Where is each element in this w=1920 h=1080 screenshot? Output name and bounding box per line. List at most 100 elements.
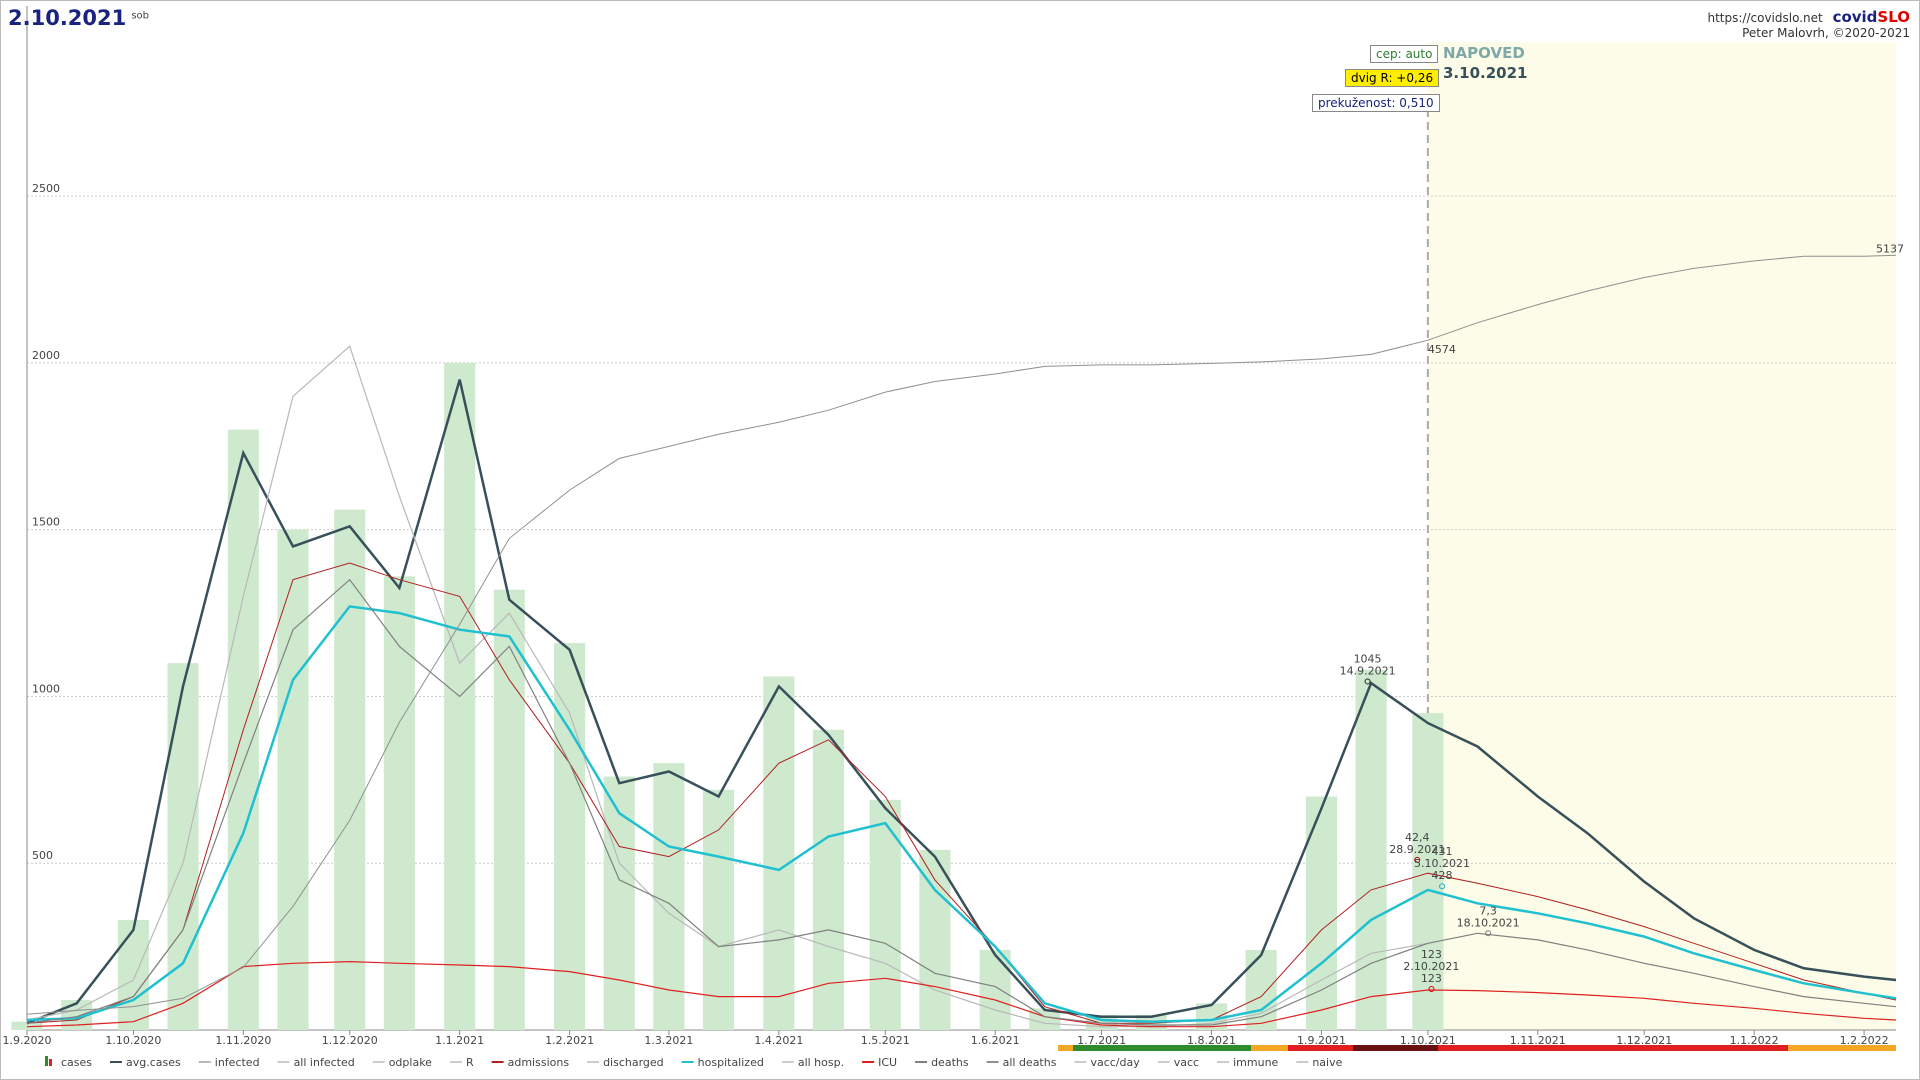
legend-item: vacc/day: [1074, 1056, 1140, 1069]
cep-box: cep: auto: [1370, 45, 1439, 63]
legend-item: ICU: [862, 1056, 897, 1069]
legend-label: all hosp.: [798, 1056, 844, 1069]
y-tick-label: 2000: [32, 349, 60, 362]
legend-label: all deaths: [1003, 1056, 1057, 1069]
url: https://covidslo.net: [1707, 11, 1823, 25]
legend-item: vacc: [1157, 1056, 1199, 1069]
bar: [227, 429, 259, 1030]
legend-label: hospitalized: [698, 1056, 764, 1069]
series-line: [26, 578, 1897, 1026]
brand: covid: [1832, 8, 1878, 26]
author: Peter Malovrh, ©2020-2021: [1742, 26, 1910, 40]
annotation-point: [1428, 985, 1435, 992]
x-tick-label: 1.1.2022: [1730, 1034, 1779, 1047]
y-tick-label: 1000: [32, 682, 60, 695]
status-strip: [1058, 1045, 1896, 1051]
legend-label: cases: [61, 1056, 92, 1069]
annotation-text: 5.10.2021: [1414, 857, 1470, 870]
bar: [763, 676, 795, 1030]
series-line: [26, 562, 1897, 1024]
bar: [1245, 949, 1277, 1030]
legend: cases avg.cases infected all infected odplak…: [45, 1056, 1343, 1069]
legend-swatch: [45, 1056, 48, 1066]
series-line: [26, 960, 1897, 1028]
dvig-box: dvig R: +0,26: [1345, 69, 1440, 87]
x-tick-label: 1.7.2021: [1077, 1034, 1126, 1047]
legend-label: admissions: [508, 1056, 570, 1069]
bar: [1086, 1014, 1118, 1030]
legend-item: admissions: [491, 1056, 570, 1069]
legend-item: odplake: [372, 1056, 432, 1069]
legend-item: all deaths: [986, 1056, 1057, 1069]
napoved-date: 3.10.2021: [1443, 64, 1528, 82]
bar: [603, 776, 635, 1030]
legend-item: discharged: [587, 1056, 664, 1069]
y-tick-label: 2500: [32, 182, 60, 195]
annotation-text: 1045: [1354, 652, 1382, 665]
bar: [919, 849, 951, 1030]
x-tick-label: 1.10.2021: [1400, 1034, 1456, 1047]
bar: [1355, 669, 1387, 1030]
legend-swatch: [49, 1059, 52, 1066]
bar: [1412, 713, 1444, 1030]
x-tick-label: 1.4.2021: [754, 1034, 803, 1047]
credits: https://covidslo.net covidSLO Peter Malo…: [1708, 8, 1911, 40]
data-label: 5137: [1876, 242, 1904, 255]
weekday: sob: [131, 10, 150, 22]
series-line: [26, 379, 1897, 1025]
x-tick-label: 1.5.2021: [861, 1034, 910, 1047]
bar: [117, 919, 149, 1030]
y-tick-label: 0: [32, 1016, 39, 1029]
legend-label: odplake: [389, 1056, 432, 1069]
bar: [1029, 1008, 1061, 1030]
legend-label: infected: [215, 1056, 260, 1069]
legend-item: infected: [198, 1056, 260, 1069]
annotation-text: 428: [1432, 869, 1453, 882]
legend-item: cases: [45, 1056, 92, 1069]
series-line: [26, 605, 1897, 1023]
bar: [1195, 1003, 1228, 1030]
legend-label: naive: [1312, 1056, 1342, 1069]
y-tick-label: 500: [32, 849, 53, 862]
header-date: 2.10.2021 sob: [8, 6, 149, 30]
napoved: NAPOVED: [1443, 44, 1525, 62]
legend-item: all hosp.: [781, 1056, 844, 1069]
annotation-text: 431: [1432, 845, 1453, 858]
x-tick-label: 1.8.2021: [1187, 1034, 1236, 1047]
x-tick-label: 1.2.2022: [1840, 1034, 1889, 1047]
x-tick-label: 1.3.2021: [644, 1034, 693, 1047]
x-tick-label: 1.12.2021: [1616, 1034, 1672, 1047]
bar: [653, 763, 685, 1030]
x-tick-label: 1.11.2021: [1510, 1034, 1566, 1047]
legend-item: immune: [1217, 1056, 1279, 1069]
annotation-point: [1414, 856, 1421, 863]
legend-item: avg.cases: [110, 1056, 181, 1069]
bar: [167, 663, 199, 1030]
annotation-point: [1485, 930, 1492, 937]
bar: [334, 509, 366, 1030]
x-tick-label: 1.11.2020: [215, 1034, 271, 1047]
legend-label: ICU: [878, 1056, 897, 1069]
x-tick-label: 1.2.2021: [545, 1034, 594, 1047]
data-label: 4574: [1428, 343, 1456, 356]
annotation-text: 2.10.2021: [1403, 960, 1459, 973]
annotation-point: [1364, 678, 1371, 685]
bar: [61, 999, 93, 1030]
annotation-text: 28.9.2021: [1389, 843, 1445, 856]
bar: [277, 529, 309, 1030]
legend-label: all infected: [294, 1056, 355, 1069]
annotation-text: 123: [1421, 972, 1442, 985]
bar: [979, 949, 1011, 1030]
brand: SLO: [1877, 8, 1910, 26]
bar: [1305, 796, 1338, 1030]
bar: [493, 589, 525, 1030]
bar: [383, 576, 415, 1030]
annotation-text: 14.9.2021: [1340, 664, 1396, 677]
x-tick-label: 1.10.2020: [105, 1034, 161, 1047]
series-line: [26, 254, 1897, 1015]
bar: [554, 643, 586, 1030]
legend-label: immune: [1233, 1056, 1278, 1069]
